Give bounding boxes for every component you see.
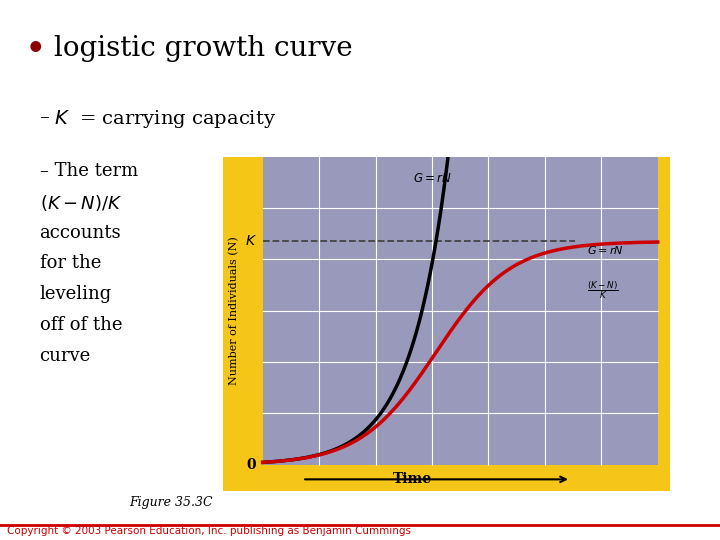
Text: Number of Individuals (N): Number of Individuals (N) [229, 236, 240, 385]
Text: $(K - N)/K$: $(K - N)/K$ [40, 193, 122, 213]
Text: $\frac{(K-N)}{K}$: $\frac{(K-N)}{K}$ [587, 280, 618, 301]
Text: Time: Time [393, 472, 433, 487]
Text: leveling: leveling [40, 285, 112, 303]
Text: curve: curve [40, 347, 91, 364]
Text: $K$  = carrying capacity: $K$ = carrying capacity [54, 108, 276, 130]
Bar [263, 157, 658, 464]
Text: –: – [40, 108, 55, 126]
Text: Figure 35.3C: Figure 35.3C [129, 496, 212, 509]
Text: off of the: off of the [40, 316, 122, 334]
Text: $G = rN$: $G = rN$ [587, 244, 624, 256]
Text: logistic growth curve: logistic growth curve [54, 35, 353, 62]
Text: – The term: – The term [40, 162, 138, 180]
Text: $G = rN$: $G = rN$ [413, 172, 451, 185]
Text: for the: for the [40, 254, 101, 272]
Text: accounts: accounts [40, 224, 121, 241]
Text: 0: 0 [246, 457, 256, 471]
Text: Copyright © 2003 Pearson Education, Inc. publishing as Benjamin Cummings: Copyright © 2003 Pearson Education, Inc.… [7, 525, 411, 536]
Text: •: • [25, 35, 45, 64]
Text: $K$: $K$ [245, 234, 257, 248]
